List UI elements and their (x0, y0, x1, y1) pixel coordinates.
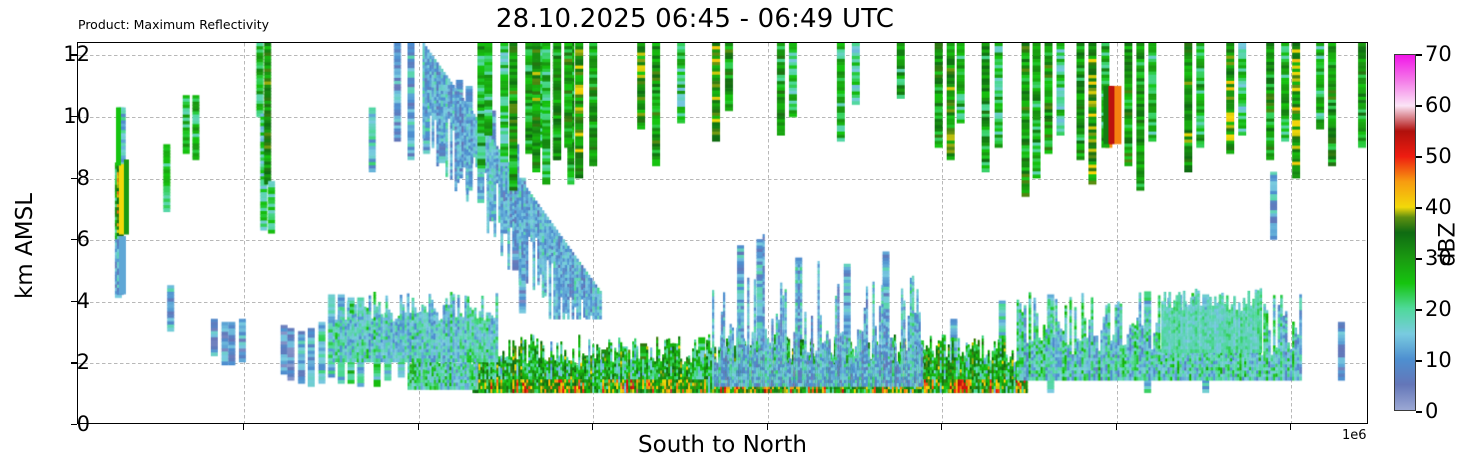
y-tick-mark (71, 424, 77, 426)
y-axis-label: km AMSL (12, 192, 38, 300)
plot-area[interactable] (77, 42, 1368, 424)
colorbar-tick-mark (1416, 54, 1422, 56)
y-tick-mark (71, 54, 77, 56)
colorbar-gradient (1394, 54, 1416, 411)
y-tick-label: 6 (76, 227, 90, 252)
y-tick-mark (71, 177, 77, 179)
y-tick-label: 0 (76, 412, 90, 436)
colorbar-tick-mark (1416, 156, 1422, 158)
colorbar-tick-label: 70 (1425, 42, 1452, 66)
x-tick-mark (243, 424, 245, 430)
colorbar-tick-mark (1416, 309, 1422, 311)
x-tick-mark (767, 424, 769, 430)
colorbar-tick-label: 40 (1425, 195, 1452, 219)
colorbar-tick-mark (1416, 360, 1422, 362)
product-annotation: Product: Maximum Reflectivity (78, 17, 270, 32)
colorbar-tick-label: 0 (1425, 399, 1439, 423)
x-tick-mark (941, 424, 943, 430)
x-tick-mark (1290, 424, 1292, 430)
y-tick-mark (71, 239, 77, 241)
colorbar-tick-label: 10 (1425, 348, 1452, 372)
y-tick-mark (71, 300, 77, 303)
colorbar-tick-label: 20 (1425, 297, 1452, 321)
page-title: 28.10.2025 06:45 - 06:49 UTC (495, 4, 895, 34)
colorbar-tick-label: 50 (1425, 144, 1452, 168)
x-tick-mark (418, 424, 420, 430)
y-tick-mark (71, 362, 77, 364)
y-tick-label: 12 (63, 42, 90, 67)
y-tick-label: 10 (63, 103, 90, 128)
colorbar-tick-mark (1416, 207, 1422, 209)
y-tick-label: 8 (76, 165, 90, 190)
x-axis-offset-text: 1e6 (1342, 428, 1367, 443)
colorbar-tick-mark (1416, 411, 1422, 413)
colorbar-tick-mark (1416, 258, 1422, 260)
y-tick-mark (71, 115, 77, 118)
colorbar-tick-label: 60 (1425, 93, 1452, 117)
y-tick-label: 4 (76, 288, 90, 313)
colorbar[interactable] (1394, 54, 1416, 411)
colorbar-tick-mark (1416, 105, 1422, 107)
y-tick-label: 2 (76, 350, 90, 375)
x-tick-mark (1116, 424, 1118, 430)
colorbar-tick-label: 30 (1425, 246, 1452, 270)
x-tick-mark (592, 424, 594, 430)
reflectivity-heatmap (78, 43, 1367, 423)
x-axis-label: South to North (638, 432, 807, 458)
